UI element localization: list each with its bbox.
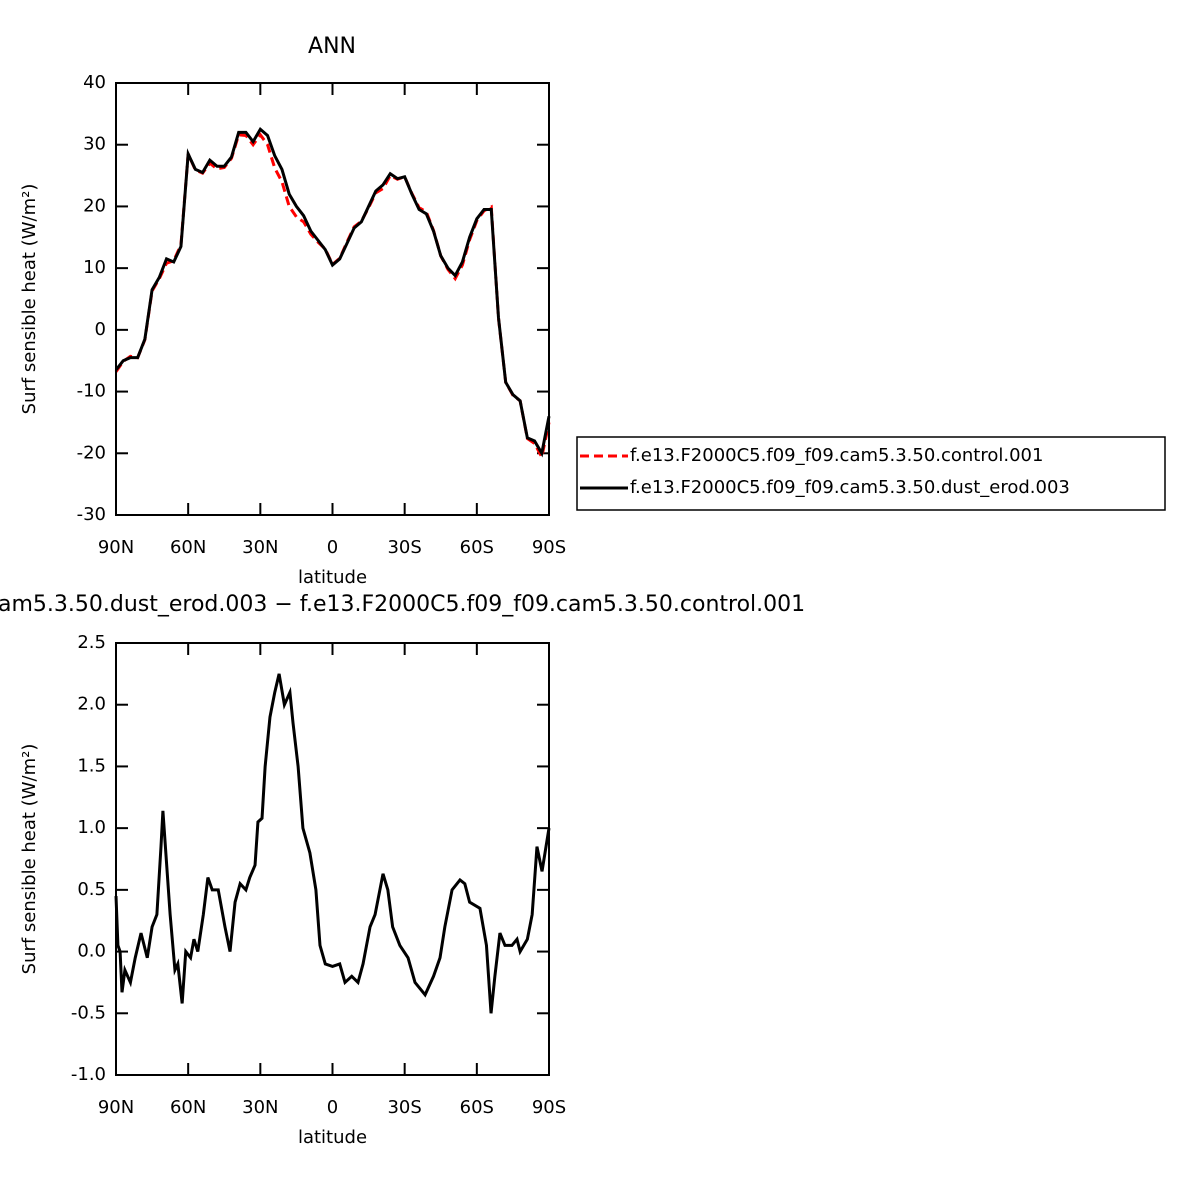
x-tick-label: 30N	[242, 1097, 278, 1118]
y-axis-label: Surf sensible heat (W/m²)	[19, 184, 40, 415]
y-tick-label: 40	[83, 72, 106, 93]
y-tick-label: 0	[95, 319, 106, 340]
x-tick-label: 60S	[460, 537, 494, 558]
y-tick-label: -0.5	[71, 1002, 106, 1023]
x-tick-label: 30N	[242, 537, 278, 558]
y-tick-label: 0.5	[77, 879, 106, 900]
x-tick-label: 90S	[532, 537, 566, 558]
x-tick-label: 90S	[532, 1097, 566, 1118]
chart-title: ANN	[308, 34, 356, 59]
y-tick-label: -20	[77, 442, 106, 463]
legend-label: f.e13.F2000C5.f09_f09.cam5.3.50.control.…	[630, 445, 1043, 466]
y-tick-label: 0.0	[77, 941, 106, 962]
y-tick-label: 1.0	[77, 817, 106, 838]
data-line	[114, 673, 551, 1014]
x-axis-label: latitude	[298, 1127, 367, 1148]
chart-title: am5.3.50.dust_erod.003 − f.e13.F2000C5.f…	[0, 592, 805, 617]
x-tick-label: 60N	[170, 537, 206, 558]
data-line	[114, 126, 551, 458]
plot-frame	[115, 642, 550, 1076]
y-tick-label: 1.5	[77, 755, 106, 776]
x-tick-label: 60N	[170, 1097, 206, 1118]
y-axis-label: Surf sensible heat (W/m²)	[19, 744, 40, 975]
x-axis-label: latitude	[298, 567, 367, 588]
x-tick-label: 30S	[387, 1097, 421, 1118]
x-tick-label: 0	[327, 1097, 338, 1118]
x-tick-label: 0	[327, 537, 338, 558]
x-tick-label: 30S	[387, 537, 421, 558]
y-tick-label: 2.0	[77, 694, 106, 715]
y-tick-label: 2.5	[77, 632, 106, 653]
y-tick-label: -10	[77, 381, 106, 402]
x-tick-label: 60S	[460, 1097, 494, 1118]
y-tick-label: 10	[83, 257, 106, 278]
x-tick-label: 90N	[98, 1097, 134, 1118]
x-tick-label: 90N	[98, 537, 134, 558]
y-tick-label: -1.0	[71, 1064, 106, 1085]
y-tick-label: -30	[77, 504, 106, 525]
legend-label: f.e13.F2000C5.f09_f09.cam5.3.50.dust_ero…	[630, 477, 1070, 498]
data-line	[114, 132, 551, 462]
y-tick-label: 20	[83, 195, 106, 216]
legend-box	[576, 436, 1166, 511]
plot-frame	[115, 82, 550, 516]
y-tick-label: 30	[83, 134, 106, 155]
